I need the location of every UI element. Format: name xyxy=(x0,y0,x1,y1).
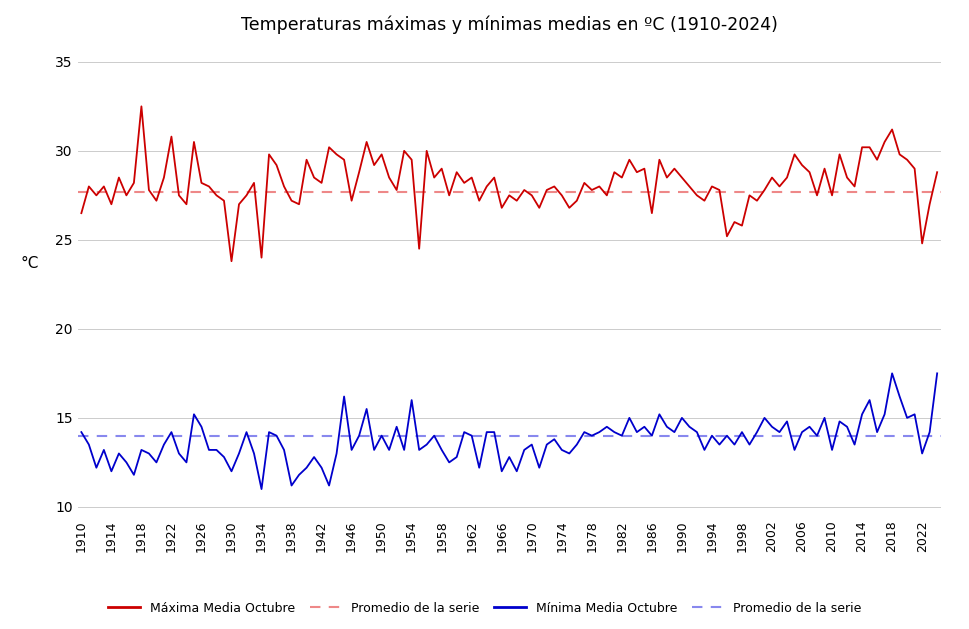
Legend: Máxima Media Octubre, Promedio de la serie, Mínima Media Octubre, Promedio de la: Máxima Media Octubre, Promedio de la ser… xyxy=(104,596,865,620)
Title: Temperaturas máximas y mínimas medias en ºC (1910-2024): Temperaturas máximas y mínimas medias en… xyxy=(240,16,777,34)
Text: °C: °C xyxy=(21,256,40,271)
